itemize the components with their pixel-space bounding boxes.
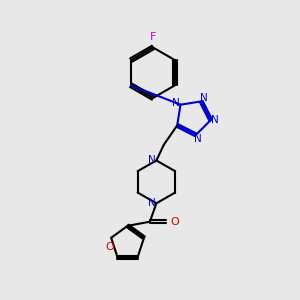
- Text: N: N: [148, 155, 156, 166]
- Text: N: N: [172, 98, 180, 108]
- Text: O: O: [105, 242, 114, 252]
- Text: F: F: [150, 32, 156, 42]
- Text: N: N: [148, 198, 156, 208]
- Text: N: N: [194, 134, 202, 144]
- Text: N: N: [211, 115, 219, 125]
- Text: N: N: [200, 93, 208, 103]
- Text: O: O: [170, 217, 179, 227]
